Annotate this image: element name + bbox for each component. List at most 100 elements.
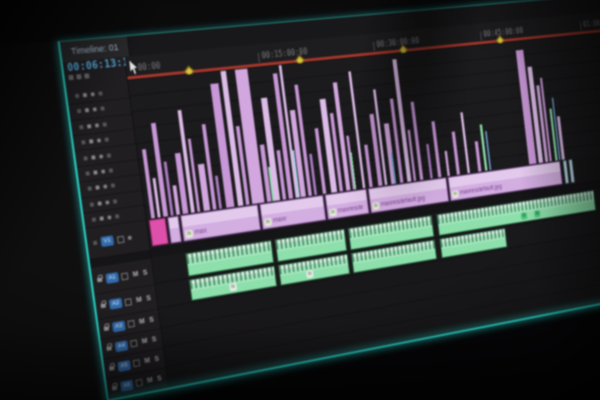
- sync-lock-icon[interactable]: [102, 122, 107, 127]
- clip-name: maxr: [272, 215, 288, 225]
- sync-lock-icon[interactable]: [132, 359, 141, 368]
- eye-icon[interactable]: [103, 184, 108, 190]
- sync-lock-icon[interactable]: [106, 152, 112, 158]
- target-icon[interactable]: [84, 108, 90, 113]
- video-clip-bar[interactable]: [474, 141, 482, 172]
- mute-button[interactable]: M: [144, 357, 151, 366]
- solo-button[interactable]: S: [151, 336, 157, 344]
- video-clip-bar[interactable]: [460, 112, 470, 174]
- lock-icon[interactable]: [100, 303, 106, 309]
- video-clip[interactable]: [568, 159, 575, 183]
- track-target-badge-a3[interactable]: A3: [111, 319, 126, 333]
- target-icon[interactable]: [82, 92, 88, 98]
- video-clip[interactable]: [167, 215, 182, 244]
- solo-button[interactable]: S: [142, 268, 148, 277]
- sync-lock-icon[interactable]: [104, 137, 109, 142]
- target-icon[interactable]: [86, 123, 92, 129]
- lock-icon[interactable]: [103, 325, 109, 331]
- sync-lock-icon[interactable]: [100, 106, 105, 112]
- solo-button[interactable]: S: [156, 375, 163, 383]
- sync-lock-icon[interactable]: [108, 168, 114, 173]
- eye-icon[interactable]: [107, 215, 112, 220]
- eye-icon[interactable]: [127, 235, 132, 241]
- clip-name: maxresdefault.jpg: [459, 183, 503, 197]
- video-clip[interactable]: fx maxresde: [324, 188, 370, 220]
- video-clip-bar[interactable]: [444, 150, 450, 177]
- mute-button[interactable]: M: [141, 337, 148, 346]
- solo-button[interactable]: S: [149, 316, 155, 325]
- eye-icon[interactable]: [92, 107, 98, 112]
- sync-lock-icon[interactable]: [135, 378, 143, 387]
- ruler-tick-label: 00:00: [137, 61, 162, 73]
- eye-icon[interactable]: [96, 138, 102, 143]
- clip-name: maxresde: [337, 204, 364, 215]
- video-clip[interactable]: [148, 217, 169, 247]
- snap-icon[interactable]: [68, 74, 74, 81]
- audio-fx-badge: fx: [533, 209, 541, 218]
- lock-icon[interactable]: [81, 140, 86, 145]
- sync-lock-icon[interactable]: [98, 91, 103, 96]
- eye-icon[interactable]: [94, 122, 100, 128]
- lock-icon[interactable]: [91, 217, 97, 223]
- fx-badge: fx: [451, 190, 459, 199]
- mute-button[interactable]: M: [132, 270, 139, 279]
- clip-name: max: [194, 227, 208, 237]
- lock-icon[interactable]: [92, 240, 98, 246]
- video-clip-bar[interactable]: [451, 131, 460, 175]
- sync-lock-icon[interactable]: [112, 198, 118, 204]
- track-target-badge-a2[interactable]: A2: [108, 297, 123, 310]
- sync-lock-icon[interactable]: [110, 183, 116, 189]
- eye-icon[interactable]: [105, 200, 110, 205]
- target-icon[interactable]: [89, 139, 94, 144]
- target-icon[interactable]: [91, 154, 96, 160]
- sync-lock-icon[interactable]: [116, 235, 125, 244]
- solo-button[interactable]: S: [146, 294, 152, 303]
- audio-fx-badge: fx: [229, 282, 238, 292]
- mute-button[interactable]: M: [146, 376, 154, 385]
- solo-button[interactable]: S: [154, 355, 160, 364]
- lock-icon[interactable]: [76, 109, 82, 114]
- track-target-badge-a5[interactable]: A5: [117, 359, 132, 372]
- fx-badge: fx: [329, 208, 337, 217]
- sync-lock-icon[interactable]: [120, 271, 129, 280]
- video-clip-bar[interactable]: [431, 121, 442, 178]
- target-icon[interactable]: [97, 201, 102, 206]
- sync-lock-icon[interactable]: [124, 297, 132, 306]
- eye-icon[interactable]: [90, 92, 95, 97]
- mute-button[interactable]: M: [138, 318, 146, 326]
- lock-icon[interactable]: [106, 345, 112, 351]
- sync-lock-icon[interactable]: [130, 339, 138, 348]
- marker-icon[interactable]: [83, 73, 90, 79]
- target-icon[interactable]: [93, 170, 98, 175]
- target-icon[interactable]: [95, 185, 100, 191]
- video-clip-bar[interactable]: [214, 175, 222, 209]
- track-target-badge-a1[interactable]: A1: [105, 271, 120, 284]
- video-clip-bar[interactable]: [426, 143, 433, 179]
- lock-icon[interactable]: [79, 124, 84, 130]
- lock-icon[interactable]: [87, 186, 93, 192]
- lock-icon[interactable]: [111, 385, 118, 391]
- sync-lock-icon[interactable]: [114, 214, 120, 219]
- target-icon[interactable]: [99, 216, 104, 222]
- lock-icon[interactable]: [89, 202, 95, 207]
- track-target-badge-a6[interactable]: A6: [119, 379, 134, 392]
- sync-lock-icon[interactable]: [127, 319, 135, 328]
- wrench-icon[interactable]: [76, 73, 82, 80]
- video-clip-bar[interactable]: [364, 144, 373, 188]
- lock-icon[interactable]: [97, 277, 103, 283]
- audio-fx-badge: fx: [520, 211, 528, 220]
- fx-badge: fx: [263, 217, 272, 227]
- audio-fx-badge: fx: [305, 269, 314, 279]
- lock-icon[interactable]: [85, 171, 90, 176]
- eye-icon[interactable]: [100, 169, 106, 174]
- lock-icon[interactable]: [83, 155, 88, 161]
- mute-button[interactable]: M: [135, 295, 143, 304]
- fx-badge: fx: [185, 229, 194, 239]
- lock-icon[interactable]: [74, 93, 80, 99]
- eye-icon[interactable]: [98, 153, 104, 159]
- track-target-badge-v1[interactable]: V1: [100, 235, 115, 248]
- lock-icon[interactable]: [109, 365, 115, 371]
- track-target-badge-a4[interactable]: A4: [114, 339, 129, 352]
